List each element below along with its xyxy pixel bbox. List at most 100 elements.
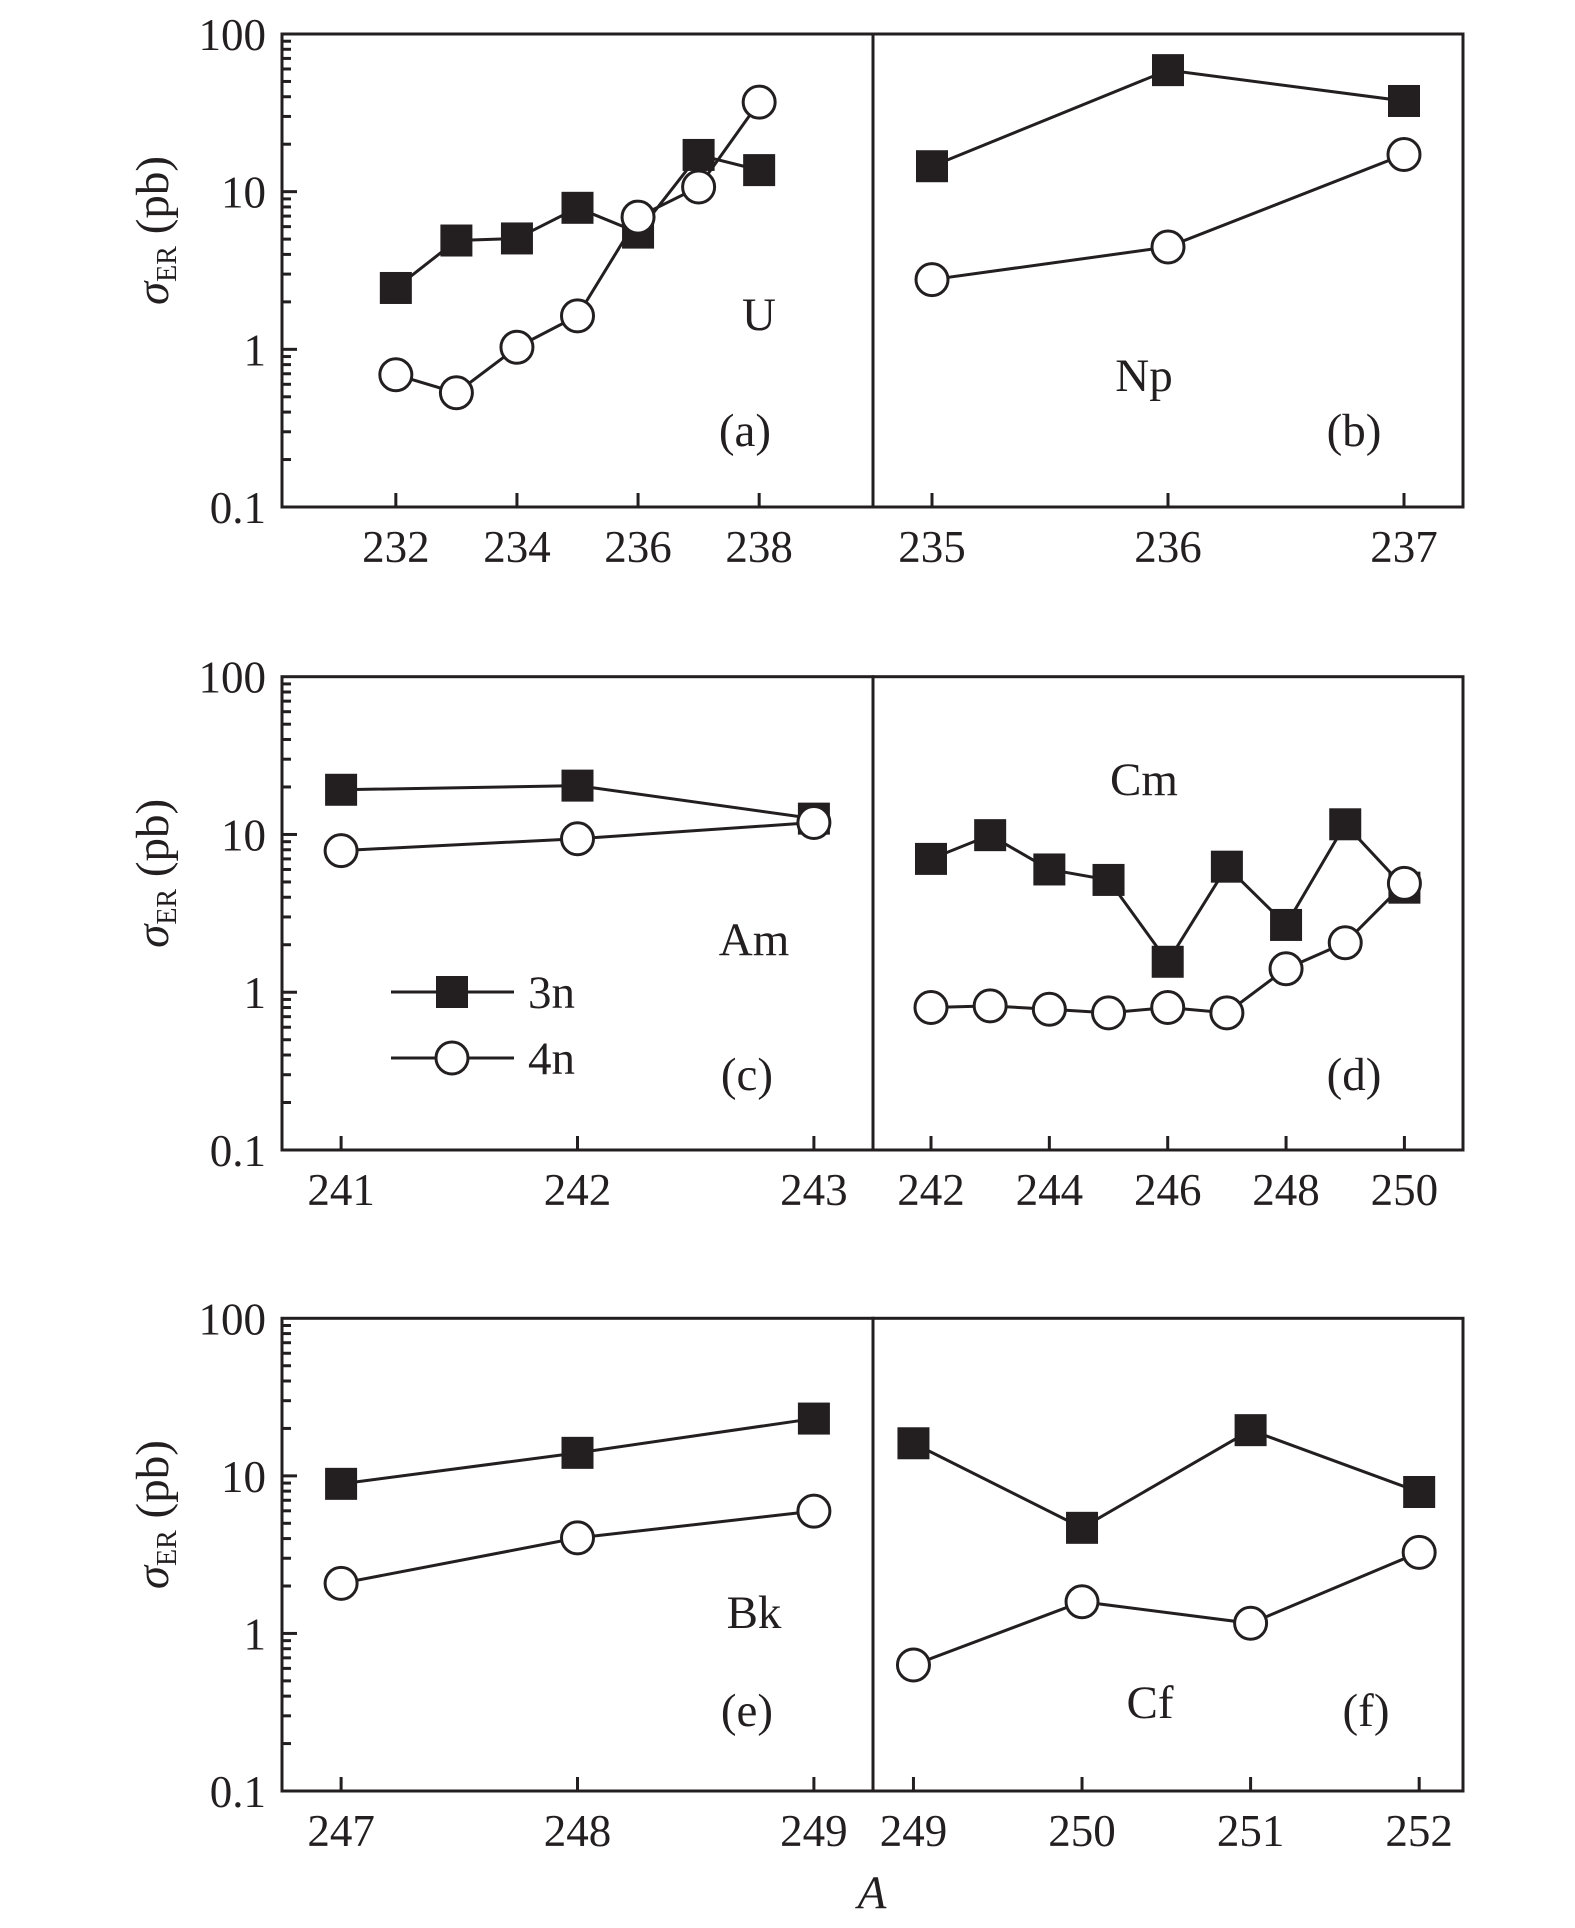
data-point-4n bbox=[1091, 995, 1127, 1031]
data-point-4n bbox=[1386, 137, 1422, 173]
data-point-4n bbox=[438, 375, 474, 411]
x-tick-label: 248 bbox=[1252, 1165, 1320, 1215]
legend-marker-square bbox=[436, 976, 468, 1008]
element-label: Cm bbox=[1110, 754, 1178, 806]
data-point-3n bbox=[797, 1402, 830, 1435]
legend-entry-3n: 3n bbox=[391, 967, 575, 1019]
x-tick-label: 249 bbox=[780, 1806, 848, 1856]
x-tick-label: 244 bbox=[1016, 1165, 1084, 1215]
data-point-4n bbox=[741, 84, 777, 120]
x-tick-label: 242 bbox=[897, 1165, 965, 1215]
data-point-3n bbox=[561, 769, 594, 802]
y-tick-label: 1 bbox=[244, 325, 267, 375]
data-point-3n bbox=[561, 1436, 594, 1469]
plot-frame bbox=[280, 32, 875, 509]
x-tick-label: 237 bbox=[1370, 522, 1438, 572]
data-point-3n bbox=[1234, 1414, 1267, 1447]
data-point-4n bbox=[1150, 990, 1186, 1026]
element-label: Np bbox=[1115, 350, 1172, 402]
data-point-3n bbox=[1210, 850, 1243, 883]
x-tick-label: 242 bbox=[544, 1165, 612, 1215]
data-point-3n bbox=[1066, 1511, 1099, 1544]
y-title-subscript: ER bbox=[152, 1530, 183, 1566]
data-point-3n bbox=[325, 1467, 358, 1500]
y-tick-label: 1 bbox=[244, 968, 267, 1018]
y-tick-label: 0.1 bbox=[210, 1767, 266, 1817]
data-point-3n bbox=[1329, 808, 1362, 841]
data-point-3n bbox=[561, 191, 594, 224]
panel-e: 0.1 1 10 100 σER (pb) 247 248 249 Bk (e) bbox=[127, 1294, 875, 1856]
data-point-4n bbox=[499, 329, 535, 365]
x-tick-label: 247 bbox=[307, 1806, 375, 1856]
legend-label: 4n bbox=[528, 1033, 575, 1085]
legend-marker-circle bbox=[434, 1040, 470, 1076]
element-label: U bbox=[742, 289, 776, 341]
data-point-4n bbox=[796, 1493, 832, 1529]
element-label: Am bbox=[719, 914, 790, 966]
data-point-3n bbox=[1151, 945, 1184, 978]
x-tick-label: 238 bbox=[725, 522, 793, 572]
data-point-3n bbox=[379, 271, 412, 304]
y-title-symbol: σ bbox=[127, 923, 179, 948]
data-point-4n bbox=[972, 988, 1008, 1024]
x-tick-label: 232 bbox=[362, 522, 430, 572]
data-point-4n bbox=[914, 262, 950, 298]
data-point-4n bbox=[378, 357, 414, 393]
data-point-3n bbox=[1152, 54, 1184, 87]
legend-entry-4n: 4n bbox=[391, 1033, 575, 1085]
y-axis-title: σER (pb) bbox=[127, 156, 183, 305]
data-point-3n bbox=[974, 819, 1007, 852]
x-tick-label: 236 bbox=[1134, 522, 1202, 572]
panel-label: (b) bbox=[1327, 405, 1382, 457]
y-tick-label: 100 bbox=[199, 653, 267, 703]
data-point-4n bbox=[1064, 1584, 1100, 1620]
data-point-4n bbox=[1268, 951, 1304, 987]
panel-label: (c) bbox=[721, 1049, 773, 1101]
panel-c: 0.1 1 10 100 σER (pb) 241 242 243 Am (c) bbox=[127, 653, 875, 1215]
y-title-unit: (pb) bbox=[127, 156, 179, 246]
data-point-4n bbox=[1031, 991, 1067, 1027]
series-line-3n bbox=[912, 1428, 1420, 1530]
data-point-3n bbox=[1403, 1475, 1436, 1508]
x-tick-label: 236 bbox=[604, 522, 672, 572]
data-point-4n bbox=[560, 298, 595, 334]
data-point-3n bbox=[1270, 908, 1303, 941]
data-point-3n bbox=[1388, 84, 1420, 117]
x-tick-label: 250 bbox=[1048, 1806, 1116, 1856]
data-point-3n bbox=[914, 842, 947, 875]
y-tick-label: 10 bbox=[221, 168, 266, 218]
x-tick-label: 235 bbox=[898, 522, 966, 572]
data-point-4n bbox=[1327, 925, 1363, 961]
x-tick-label: 250 bbox=[1371, 1165, 1439, 1215]
data-point-4n bbox=[323, 1565, 359, 1601]
data-point-3n bbox=[1033, 853, 1066, 886]
data-point-4n bbox=[1209, 995, 1245, 1031]
data-point-3n bbox=[682, 138, 715, 171]
x-tick-label: 252 bbox=[1385, 1806, 1453, 1856]
y-tick-label: 100 bbox=[199, 10, 267, 60]
panel-label: (f) bbox=[1343, 1685, 1390, 1737]
panel-a: 0.1 1 10 100 σER (pb) 232 234 236 238 U (a) bbox=[127, 10, 875, 572]
data-point-4n bbox=[1150, 229, 1186, 265]
data-point-4n bbox=[1233, 1605, 1269, 1641]
data-point-3n bbox=[916, 150, 948, 183]
data-point-4n bbox=[681, 169, 717, 205]
y-tick-label: 1 bbox=[244, 1609, 267, 1659]
panel-f: 249 250 251 252 Cf (f) bbox=[871, 1316, 1465, 1856]
data-point-4n bbox=[560, 821, 595, 857]
plot-frame bbox=[871, 1316, 1465, 1793]
data-point-4n bbox=[1386, 865, 1422, 901]
data-point-3n bbox=[440, 224, 473, 257]
y-axis-title: σER (pb) bbox=[127, 1440, 183, 1589]
legend-label: 3n bbox=[528, 967, 575, 1019]
x-tick-label: 243 bbox=[780, 1165, 848, 1215]
x-tick-label: 241 bbox=[307, 1165, 375, 1215]
data-point-4n bbox=[560, 1520, 595, 1556]
y-tick-label: 10 bbox=[221, 1452, 266, 1502]
data-point-3n bbox=[897, 1427, 930, 1460]
data-point-4n bbox=[620, 199, 656, 235]
x-axis-title: A bbox=[855, 1867, 887, 1919]
data-point-3n bbox=[1092, 863, 1125, 896]
